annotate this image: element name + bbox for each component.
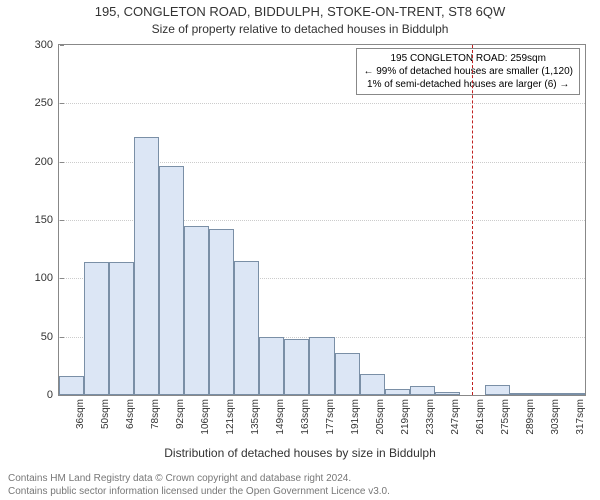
x-tick-label: 78sqm xyxy=(150,395,161,429)
x-tick-label: 303sqm xyxy=(550,395,561,435)
x-tick-label: 135sqm xyxy=(250,395,261,435)
reference-marker-line xyxy=(472,45,473,395)
histogram-bar xyxy=(485,385,510,396)
annotation-line2: ← 99% of detached houses are smaller (1,… xyxy=(363,65,573,78)
x-tick-label: 177sqm xyxy=(325,395,336,435)
footer-credits: Contains HM Land Registry data © Crown c… xyxy=(8,472,390,498)
x-tick-label: 191sqm xyxy=(350,395,361,435)
chart-subtitle: Size of property relative to detached ho… xyxy=(0,22,600,36)
x-tick-label: 205sqm xyxy=(375,395,386,435)
histogram-bar xyxy=(84,262,109,395)
x-tick-label: 121sqm xyxy=(225,395,236,435)
histogram-bar xyxy=(59,376,84,395)
annotation-line1: 195 CONGLETON ROAD: 259sqm xyxy=(363,52,573,65)
x-tick-label: 289sqm xyxy=(525,395,536,435)
histogram-bar xyxy=(159,166,184,395)
histogram-bar xyxy=(209,229,234,395)
chart-title-address: 195, CONGLETON ROAD, BIDDULPH, STOKE-ON-… xyxy=(0,4,600,19)
gridline xyxy=(59,103,585,104)
histogram-bar xyxy=(284,339,309,395)
footer-line2: Contains public sector information licen… xyxy=(8,485,390,498)
histogram-bar xyxy=(109,262,134,395)
histogram-bar xyxy=(259,337,284,395)
x-tick-label: 163sqm xyxy=(300,395,311,435)
x-tick-label: 106sqm xyxy=(200,395,211,435)
footer-line1: Contains HM Land Registry data © Crown c… xyxy=(8,472,390,485)
x-tick-label: 247sqm xyxy=(450,395,461,435)
histogram-bar xyxy=(360,374,385,395)
y-tick-label: 100 xyxy=(35,272,59,284)
x-tick-label: 261sqm xyxy=(475,395,486,435)
histogram-plot: 195 CONGLETON ROAD: 259sqm ← 99% of deta… xyxy=(58,44,586,396)
y-tick-label: 300 xyxy=(35,39,59,51)
histogram-bar xyxy=(410,386,435,395)
x-tick-label: 64sqm xyxy=(125,395,136,429)
x-tick-label: 317sqm xyxy=(575,395,586,435)
annotation-line3: 1% of semi-detached houses are larger (6… xyxy=(363,78,573,91)
histogram-bar xyxy=(234,261,259,395)
y-tick-label: 50 xyxy=(41,331,59,343)
histogram-bar xyxy=(309,337,334,395)
y-tick-label: 250 xyxy=(35,97,59,109)
x-axis-label: Distribution of detached houses by size … xyxy=(0,446,600,460)
x-tick-label: 149sqm xyxy=(275,395,286,435)
x-tick-label: 233sqm xyxy=(425,395,436,435)
x-tick-label: 36sqm xyxy=(75,395,86,429)
chart-container: 195, CONGLETON ROAD, BIDDULPH, STOKE-ON-… xyxy=(0,0,600,500)
annotation-box: 195 CONGLETON ROAD: 259sqm ← 99% of deta… xyxy=(356,48,580,95)
x-tick-label: 275sqm xyxy=(500,395,511,435)
y-tick-label: 200 xyxy=(35,156,59,168)
x-tick-label: 219sqm xyxy=(400,395,411,435)
y-tick-label: 0 xyxy=(47,389,59,401)
histogram-bar xyxy=(184,226,209,395)
x-tick-label: 50sqm xyxy=(100,395,111,429)
x-tick-label: 92sqm xyxy=(175,395,186,429)
y-tick-label: 150 xyxy=(35,214,59,226)
histogram-bar xyxy=(134,137,159,395)
histogram-bar xyxy=(335,353,360,395)
